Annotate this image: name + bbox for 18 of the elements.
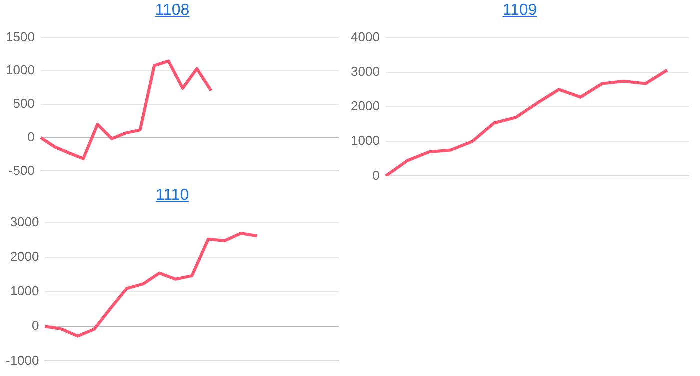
y-tick-label: 500 <box>13 96 35 112</box>
y-tick-label: 1000 <box>6 62 35 78</box>
y-tick-label: 0 <box>372 168 380 183</box>
y-tick-label: 1500 <box>6 29 35 44</box>
y-tick-label: 0 <box>28 129 35 144</box>
y-tick-label: 2000 <box>10 248 40 264</box>
y-tick-label: 3000 <box>10 214 40 230</box>
chart-title: 1109 <box>502 2 538 20</box>
y-tick-label: 2000 <box>351 98 380 114</box>
y-tick-label: 0 <box>32 318 40 334</box>
y-tick-label: -500 <box>8 162 35 178</box>
chart-title: 1108 <box>154 2 191 20</box>
chart-title: 1110 <box>154 187 190 205</box>
y-tick-label: 4000 <box>351 29 380 44</box>
y-tick-label: 1000 <box>10 284 40 299</box>
y-tick-label: -1000 <box>6 352 40 368</box>
y-tick-label: 3000 <box>351 64 380 79</box>
y-tick-label: 1000 <box>351 133 380 148</box>
